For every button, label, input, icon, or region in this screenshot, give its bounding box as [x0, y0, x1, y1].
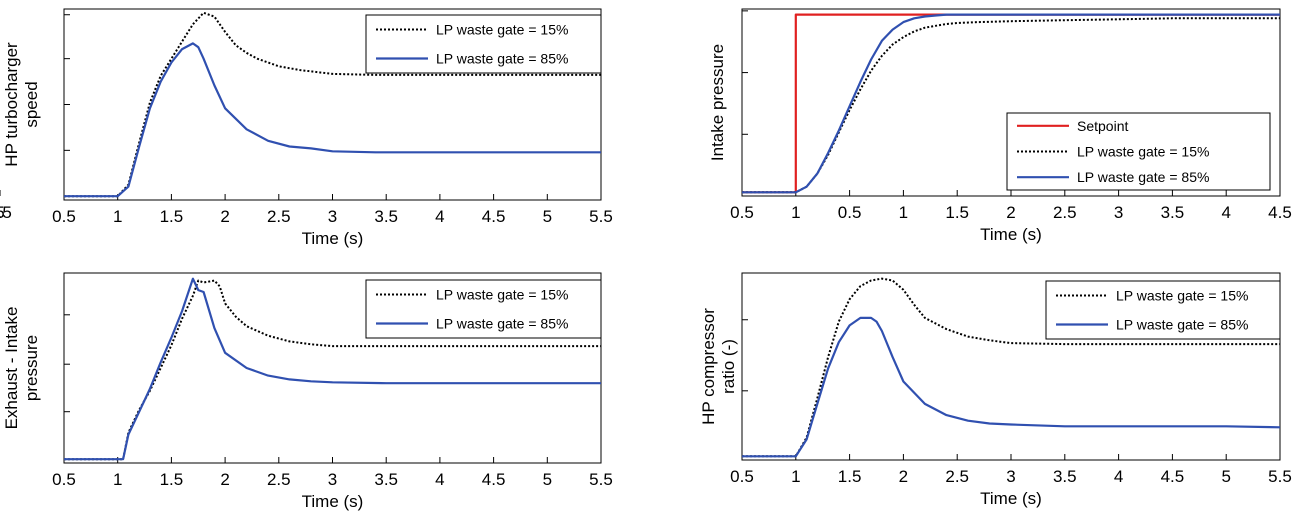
y-axis-label-line: Intake pressure [708, 44, 727, 161]
x-tick-label: 4 [1114, 467, 1123, 486]
x-tick-label: 4.5 [1268, 203, 1292, 222]
x-tick-label: 1.5 [160, 470, 184, 489]
x-tick-label: 3.5 [1053, 467, 1077, 486]
x-tick-label: 0.5 [838, 203, 862, 222]
x-tick-label: 5 [0, 203, 5, 222]
legend-label: LP waste gate = 85% [1116, 317, 1248, 333]
x-tick-label: 5 [543, 207, 552, 226]
x-tick-label: 2.5 [267, 470, 291, 489]
x-tick-label: 3.5 [1161, 203, 1185, 222]
x-tick-label: 3 [1006, 467, 1015, 486]
x-tick-label: 0.5 [730, 203, 754, 222]
legend-label: LP waste gate = 15% [1077, 144, 1209, 160]
y-axis-label-line: HP turbocharger [2, 42, 21, 167]
legend: Setpoint LP waste gate = 15% LP waste gate… [1006, 112, 1271, 191]
x-tick-label: 1.5 [945, 203, 969, 222]
y-axis-label-line: pressure [22, 335, 41, 401]
legend-label: LP waste gate = 15% [436, 22, 568, 38]
x-tick-label: 1 [899, 203, 908, 222]
x-tick-label: 2.5 [945, 467, 969, 486]
x-tick-label: 1 [113, 207, 122, 226]
legend-label: LP waste gate = 15% [436, 287, 568, 303]
series-line-2 [64, 42, 601, 198]
legend-label: LP waste gate = 85% [436, 316, 568, 332]
series-line-1 [742, 277, 1280, 458]
x-tick-label: 1 [791, 203, 800, 222]
x-tick-label: 4 [1221, 203, 1230, 222]
legend-label: LP waste gate = 15% [1116, 288, 1248, 304]
x-tick-label: 4.5 [1161, 467, 1185, 486]
legend-label: LP waste gate = 85% [436, 51, 568, 67]
x-tick-label: 2 [899, 467, 908, 486]
x-tick-label: 4 [435, 470, 444, 489]
x-tick-label: 2.5 [1053, 203, 1077, 222]
x-tick-label: 1 [791, 467, 800, 486]
legend-box [365, 14, 602, 74]
x-tick-label: 0.5 [52, 470, 76, 489]
x-tick-label: 3.5 [374, 207, 398, 226]
series-line-1 [64, 279, 601, 461]
x-tick-label: 2 [220, 207, 229, 226]
x-tick-label: 5.5 [589, 470, 613, 489]
y-axis-label-line: speed [22, 81, 41, 127]
x-axis-label: Time (s) [980, 489, 1042, 508]
y-axis-label: Intake pressure [708, 44, 727, 161]
series-line-2 [742, 316, 1281, 458]
x-tick-label: 0.5 [730, 467, 754, 486]
x-tick-label: 1.5 [838, 467, 862, 486]
x-tick-label: 2.5 [267, 207, 291, 226]
x-tick-label: 1.5 [160, 207, 184, 226]
y-axis-label-line: ratio (-) [719, 339, 738, 394]
x-tick-label: 5.5 [1268, 467, 1292, 486]
x-tick-label: 5.5 [0, 203, 12, 222]
x-tick-label: 4.5 [482, 207, 506, 226]
x-tick-label: 2 [220, 470, 229, 489]
x-tick-label: 4 [435, 207, 444, 226]
x-tick-label: 0.5 [52, 207, 76, 226]
x-tick-label: 1 [113, 470, 122, 489]
x-tick-label: 3.5 [374, 470, 398, 489]
chart-panel-3: 0.5 1 1.5 2 2.5 3 3.5 4 4.5 5 5.5 Time (s) Exhaust -… [2, 272, 613, 511]
legend-label: Setpoint [1077, 118, 1128, 134]
y-axis-label: Exhaust - Intakepressure [2, 307, 41, 430]
chart-panel-4: 0.5 1 1.5 2 2.5 3 3.5 4 4.5 5 5.5 Time (s) HP compre… [699, 272, 1292, 508]
legend: LP waste gate = 15% LP waste gate = 85% [365, 279, 602, 339]
x-tick-label: 3 [328, 470, 337, 489]
x-tick-label: 4.5 [482, 470, 506, 489]
x-tick-label: 5.5 [589, 207, 613, 226]
x-tick-label: 2 [1006, 203, 1015, 222]
x-axis-label: Time (s) [302, 492, 364, 511]
legend-box [1045, 280, 1281, 340]
legend: LP waste gate = 15% LP waste gate = 85% [1045, 280, 1281, 340]
y-axis-label-line: Exhaust - Intake [2, 307, 21, 430]
series-line-2 [64, 277, 601, 461]
y-axis-label: HP compressorratio (-) [699, 308, 738, 425]
x-axis-label: Time (s) [302, 229, 364, 248]
x-tick-label: 3 [1114, 203, 1123, 222]
legend-label: LP waste gate = 85% [1077, 169, 1209, 185]
x-tick-label: 3 [328, 207, 337, 226]
x-axis-label: Time (s) [980, 225, 1042, 244]
x-tick-label: 5 [543, 470, 552, 489]
y-axis-label: HP turbochargerspeed [2, 42, 41, 167]
legend-box [365, 279, 602, 339]
legend: LP waste gate = 15% LP waste gate = 85% [365, 14, 602, 74]
series-line-3 [742, 13, 1280, 194]
x-tick-label: 5 [1221, 467, 1230, 486]
y-axis-label-line: HP compressor [699, 308, 718, 425]
